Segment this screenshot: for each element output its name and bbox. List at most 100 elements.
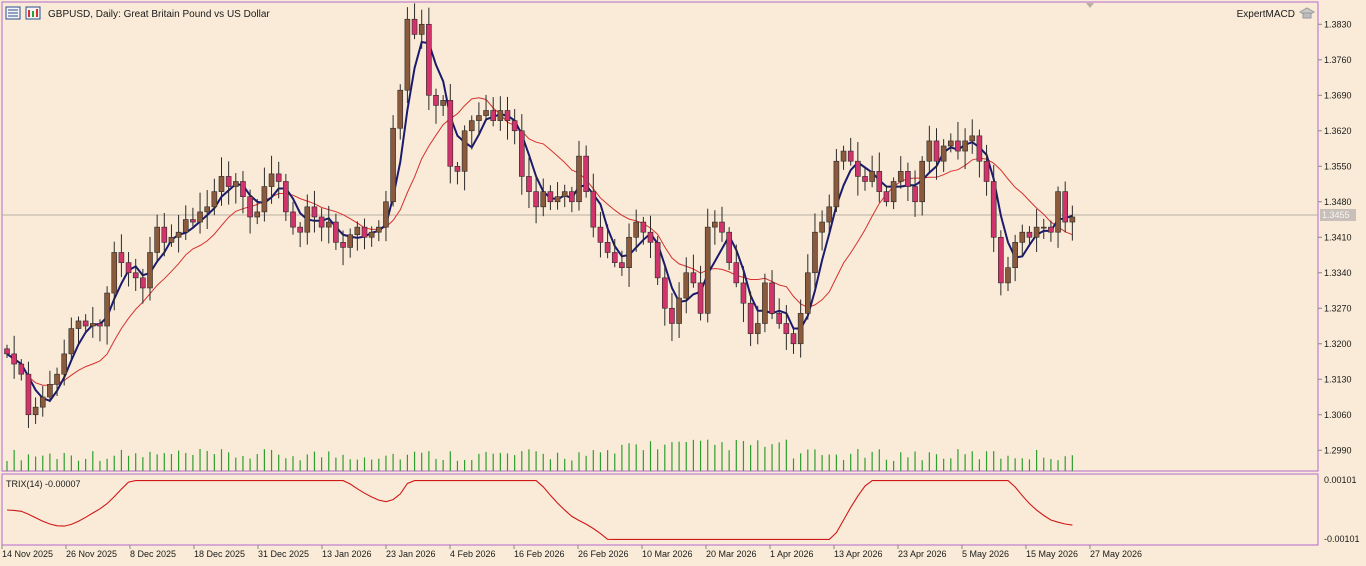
candle-body: [197, 211, 203, 223]
candle-body: [747, 302, 754, 334]
time-axis-label: 15 May 2026: [1026, 549, 1078, 559]
candle-body: [647, 231, 654, 243]
candle-body: [833, 160, 840, 208]
candle-body: [1012, 242, 1018, 268]
candle-body: [812, 231, 818, 274]
candle-body: [447, 100, 454, 167]
candle-body: [468, 120, 475, 132]
candle-body: [32, 406, 39, 416]
candle-body: [97, 323, 103, 327]
candle-body: [933, 140, 940, 162]
expert-name: ExpertMACD: [1237, 9, 1295, 20]
time-axis-label: 4 Feb 2026: [450, 549, 496, 559]
candle-body: [104, 292, 110, 327]
indicator-label: TRIX(14) -0.00007: [6, 479, 81, 489]
candle-body: [111, 252, 118, 294]
candle-body: [175, 231, 182, 238]
candle-body: [268, 173, 275, 187]
candle-body: [18, 363, 25, 375]
symbol-title: GBPUSD, Daily: Great Britain Pound vs US…: [48, 9, 270, 20]
moving-averages: [6, 40, 1073, 402]
time-axis-label: 31 Dec 2025: [258, 549, 309, 559]
candle-body: [132, 272, 139, 279]
time-axis: 14 Nov 2025 26 Nov 2025 8 Dec 2025 18 Dec 2…: [1, 545, 1142, 559]
candle-body: [168, 236, 175, 243]
current-price-label: 1.3455: [1322, 210, 1350, 220]
candle-body: [290, 211, 296, 228]
candle-body: [11, 353, 17, 365]
candle-body: [962, 140, 968, 152]
candle-body: [704, 226, 711, 314]
candle-body: [261, 186, 268, 213]
candle-body: [39, 396, 46, 408]
candle-body: [583, 155, 589, 192]
candle-body: [68, 328, 75, 355]
indicator-frame: [1, 473, 1319, 546]
candle-body: [726, 231, 732, 263]
candle-body: [247, 196, 253, 218]
candle-body: [654, 242, 661, 279]
price-axis-label: 1.3550: [1324, 161, 1352, 171]
volume-bars: [6, 439, 1073, 471]
candles: [4, 3, 1076, 428]
candle-body: [869, 171, 875, 182]
candle-body: [233, 181, 239, 187]
candle-body: [847, 150, 854, 162]
chart-window-icon[interactable]: [25, 6, 41, 20]
candle-body: [354, 226, 361, 236]
candle-body: [926, 140, 933, 162]
candle-body: [204, 206, 210, 213]
candle-body: [304, 206, 311, 233]
candle-body: [25, 373, 32, 416]
candle-body: [776, 313, 783, 324]
indicator-axis-top: 0.00101: [1324, 475, 1357, 485]
candle-body: [390, 127, 396, 203]
candle-body: [611, 252, 618, 263]
candle-body: [283, 181, 289, 213]
candle-body: [118, 252, 125, 263]
candle-body: [397, 89, 404, 129]
price-axis-label: 1.3340: [1324, 268, 1352, 278]
candle-body: [125, 262, 132, 274]
candle-body: [683, 272, 690, 299]
candle-body: [590, 191, 597, 228]
price-axis-label: 1.3060: [1324, 410, 1352, 420]
expert-hat-icon[interactable]: [1298, 7, 1316, 19]
candle-body: [1040, 226, 1047, 229]
candle-body: [490, 110, 497, 121]
time-axis-label: 27 May 2026: [1090, 549, 1142, 559]
candle-body: [712, 221, 718, 228]
candle-body: [418, 23, 425, 35]
price-axis-label: 1.3830: [1324, 19, 1352, 29]
time-axis-label: 26 Nov 2025: [66, 549, 117, 559]
candle-body: [855, 160, 861, 177]
candle-body: [182, 219, 189, 233]
candle-body: [511, 120, 518, 132]
time-axis-label: 10 Mar 2026: [642, 549, 693, 559]
candle-body: [790, 333, 797, 345]
time-axis-label: 13 Apr 2026: [834, 549, 883, 559]
candle-body: [826, 206, 833, 223]
candle-body: [783, 323, 790, 334]
candle-body: [1033, 226, 1040, 238]
trix-line: [6, 480, 1073, 540]
candle-body: [4, 348, 10, 355]
price-axis-label: 1.3130: [1324, 374, 1352, 384]
price-axis-label: 1.2990: [1324, 445, 1352, 455]
candle-body: [983, 160, 990, 182]
candle-body: [1005, 267, 1011, 284]
candle-body: [1048, 226, 1054, 233]
candle-body: [190, 219, 196, 223]
fast-ma-line: [6, 40, 1073, 402]
price-axis: 1.3830 1.3760 1.3690 1.3620 1.3550 1.3480 1.34…: [1318, 19, 1352, 455]
candle-body: [340, 242, 346, 248]
candle-body: [540, 191, 547, 208]
time-axis-label: 1 Apr 2026: [770, 549, 814, 559]
candle-body: [240, 181, 246, 197]
candle-body: [504, 110, 511, 121]
candle-body: [883, 191, 890, 203]
menu-list-icon[interactable]: [5, 6, 21, 20]
candle-body: [676, 297, 682, 324]
